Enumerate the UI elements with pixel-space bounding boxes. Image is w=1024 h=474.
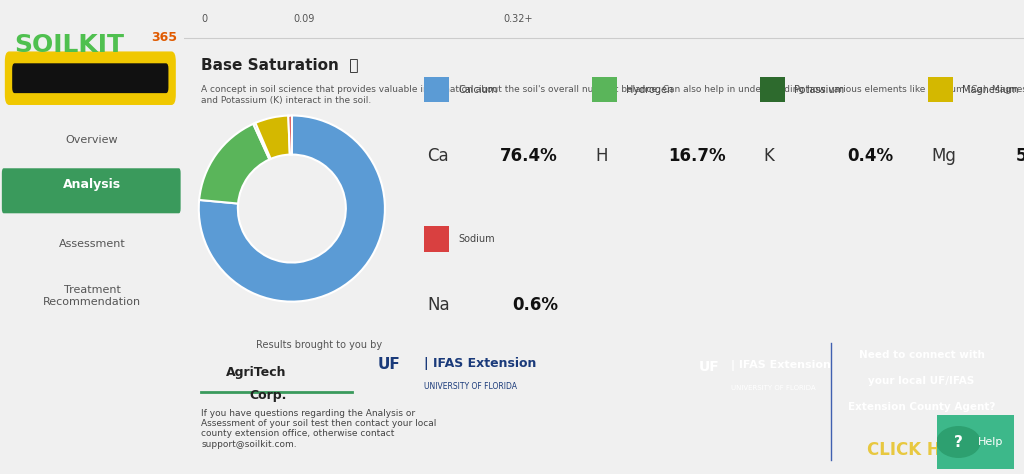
Wedge shape [253, 123, 270, 159]
Text: | IFAS Extension: | IFAS Extension [731, 360, 831, 371]
Text: Help: Help [978, 437, 1004, 447]
Circle shape [937, 427, 980, 457]
Text: Extension County Agent?: Extension County Agent? [848, 402, 995, 412]
Text: Analysis: Analysis [63, 178, 121, 191]
FancyBboxPatch shape [5, 52, 175, 104]
Text: 365: 365 [152, 31, 177, 44]
Text: Corp.: Corp. [250, 389, 287, 401]
Text: 16.7%: 16.7% [669, 147, 726, 165]
Text: Mg: Mg [931, 147, 955, 165]
Text: If you have questions regarding the Analysis or
Assessment of your soil test the: If you have questions regarding the Anal… [201, 409, 436, 449]
Text: Calcium: Calcium [459, 84, 498, 95]
Text: Treatment
Recommendation: Treatment Recommendation [43, 285, 141, 307]
Text: 5.8%: 5.8% [1016, 147, 1024, 165]
Text: | IFAS Extension: | IFAS Extension [424, 357, 536, 370]
Text: SOILKIT: SOILKIT [14, 33, 125, 57]
Text: Base Saturation  ⓘ: Base Saturation ⓘ [201, 57, 358, 72]
Wedge shape [199, 124, 269, 203]
Text: Need to connect with: Need to connect with [858, 350, 984, 360]
Text: Magnesium: Magnesium [963, 84, 1019, 95]
Wedge shape [255, 116, 290, 159]
Text: UNIVERSITY OF FLORIDA: UNIVERSITY OF FLORIDA [731, 385, 816, 391]
Text: 76.4%: 76.4% [500, 147, 558, 165]
Text: H: H [595, 147, 607, 165]
Text: 0.09: 0.09 [294, 14, 314, 24]
Text: your local UF/IFAS: your local UF/IFAS [868, 375, 975, 386]
Text: AgriTech: AgriTech [226, 366, 287, 379]
Text: UNIVERSITY OF FLORIDA: UNIVERSITY OF FLORIDA [424, 382, 517, 391]
Text: Ca: Ca [427, 147, 449, 165]
FancyBboxPatch shape [424, 226, 449, 252]
Text: A concept in soil science that provides valuable information about the soil's ov: A concept in soil science that provides … [201, 85, 1024, 105]
Text: Hydrogen: Hydrogen [627, 84, 674, 95]
Text: 0.6%: 0.6% [512, 296, 558, 314]
FancyBboxPatch shape [760, 77, 784, 102]
FancyBboxPatch shape [592, 77, 616, 102]
Text: K: K [763, 147, 774, 165]
FancyBboxPatch shape [2, 168, 180, 213]
Text: Sodium: Sodium [459, 234, 495, 244]
Text: 0.32+: 0.32+ [504, 14, 532, 24]
Text: 0.4%: 0.4% [848, 147, 894, 165]
Text: UF: UF [378, 357, 400, 373]
Text: 0: 0 [201, 14, 207, 24]
FancyBboxPatch shape [424, 77, 449, 102]
FancyBboxPatch shape [933, 412, 1018, 472]
Text: CLICK HERE: CLICK HERE [867, 441, 976, 459]
Text: Potassium: Potassium [795, 84, 845, 95]
Wedge shape [199, 116, 385, 301]
Text: Results brought to you by: Results brought to you by [256, 340, 382, 350]
FancyBboxPatch shape [13, 64, 168, 92]
Text: Overview: Overview [66, 135, 119, 145]
FancyBboxPatch shape [928, 77, 952, 102]
Text: UF: UF [699, 360, 720, 374]
Text: Assessment: Assessment [58, 239, 126, 249]
Wedge shape [289, 116, 292, 155]
Text: Na: Na [427, 296, 450, 314]
Text: ?: ? [954, 435, 963, 449]
